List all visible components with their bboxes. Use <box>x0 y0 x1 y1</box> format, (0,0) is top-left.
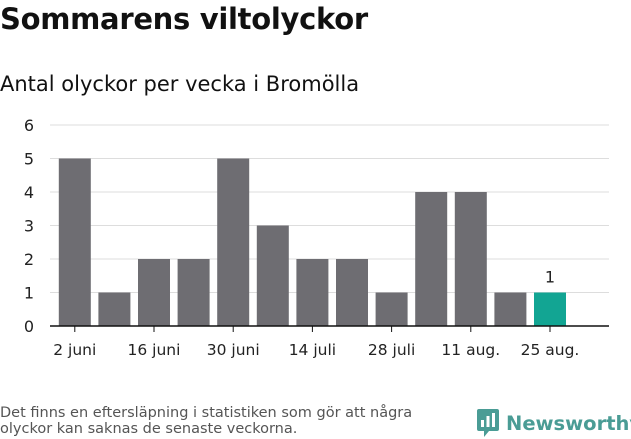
y-tick-label: 3 <box>24 217 34 236</box>
data-label: 1 <box>545 268 555 287</box>
newsworthy-logo: Newsworthy <box>476 408 631 438</box>
bar <box>296 259 329 326</box>
y-tick-label: 6 <box>24 116 34 135</box>
brand-name: Newsworthy <box>506 411 631 435</box>
bar <box>217 158 250 326</box>
x-tick-label: 16 juni <box>128 341 181 359</box>
newsworthy-logo-icon <box>477 409 499 437</box>
y-tick-label: 2 <box>24 250 34 269</box>
y-tick-label: 1 <box>24 284 34 303</box>
bar <box>177 259 210 326</box>
x-tick-label: 25 aug. <box>521 341 580 359</box>
y-tick-label: 0 <box>24 317 34 336</box>
bar <box>534 292 566 326</box>
bar <box>336 259 368 326</box>
y-tick-label: 5 <box>24 150 34 169</box>
bar <box>454 192 487 326</box>
chart-title: Sommarens viltolyckor <box>0 2 368 36</box>
bar <box>415 192 448 326</box>
bar-chart: 0 1 2 3 4 5 6 1 2 juni 16 juni 30 juni 14 juli 28 ju… <box>24 116 609 359</box>
bar <box>256 225 289 326</box>
x-tick-label: 28 juli <box>368 341 415 359</box>
y-tick-label: 4 <box>24 183 34 202</box>
bar <box>98 292 131 326</box>
bar <box>375 292 408 326</box>
x-tick-label: 11 aug. <box>441 341 500 359</box>
bar <box>494 292 527 326</box>
bar <box>138 259 170 326</box>
bar <box>58 158 91 326</box>
footnote: Det finns en eftersläpning i statistiken… <box>0 405 413 437</box>
chart-subtitle: Antal olyckor per vecka i Bromölla <box>0 72 360 96</box>
x-tick-label: 2 juni <box>53 341 96 359</box>
x-tick-label: 14 juli <box>289 341 336 359</box>
x-tick-label: 30 juni <box>207 341 260 359</box>
